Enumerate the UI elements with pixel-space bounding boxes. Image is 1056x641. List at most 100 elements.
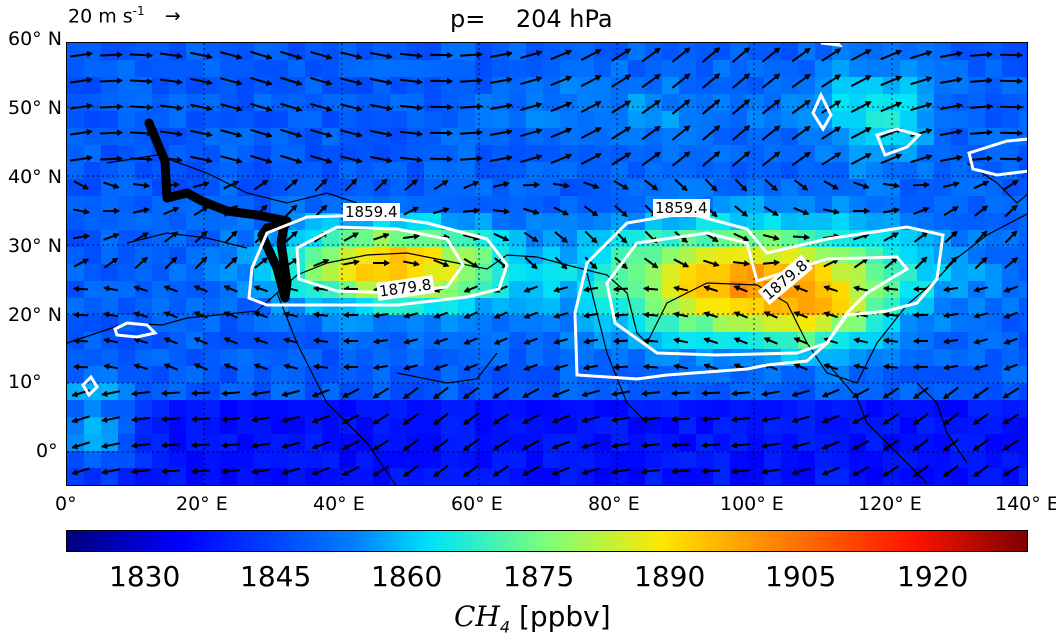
field-cell [339, 366, 356, 383]
field-cell [832, 213, 849, 230]
field-cell [441, 230, 458, 247]
field-cell [781, 111, 798, 128]
wind-vector-head [193, 337, 201, 344]
field-cell [322, 162, 339, 179]
field-cell [475, 332, 492, 349]
wind-vector-head [133, 285, 140, 292]
wind-vector-head [116, 129, 124, 136]
wind-vector-head [791, 417, 798, 424]
field-cell [985, 332, 1002, 349]
wind-vector-head [892, 232, 899, 239]
field-cell [628, 298, 645, 315]
field-cell [900, 77, 917, 94]
field-cell [305, 94, 322, 111]
wind-vector-head [402, 392, 410, 399]
field-cell [764, 400, 781, 417]
field-cell [883, 213, 900, 230]
field-cell [611, 43, 628, 60]
field-cell [407, 349, 424, 366]
field-cell [339, 111, 356, 128]
field-cell [339, 485, 356, 486]
field-cell [560, 111, 577, 128]
field-cell [866, 451, 883, 468]
field-cell [509, 281, 526, 298]
field-cell [968, 451, 985, 468]
wind-vector-head [265, 53, 273, 60]
field-cell [67, 383, 84, 400]
wind-vector-head [565, 49, 573, 56]
wind-vector-head [533, 208, 540, 216]
field-cell [628, 43, 645, 60]
field-cell [900, 230, 917, 247]
field-cell [713, 298, 730, 315]
wind-vector-head [956, 50, 963, 58]
field-cell [356, 485, 373, 486]
field-cell [1019, 213, 1027, 230]
wind-vector-head [462, 418, 470, 425]
field-cell [849, 400, 866, 417]
field-cell [526, 451, 543, 468]
wind-vector-head [206, 157, 213, 164]
wind-vector-head [295, 157, 303, 164]
field-cell [356, 77, 373, 94]
wind-vector-head [801, 184, 809, 191]
wind-vector-head [143, 182, 150, 189]
field-cell [288, 162, 305, 179]
field-cell [390, 383, 407, 400]
field-cell [526, 111, 543, 128]
wind-vector-head [342, 363, 349, 371]
field-cell [237, 230, 254, 247]
field-cell [1019, 196, 1027, 213]
field-cell [577, 247, 594, 264]
wind-vector-head [700, 389, 708, 397]
field-cell [67, 162, 84, 179]
field-cell [492, 485, 509, 486]
field-cell [67, 77, 84, 94]
field-cell [679, 315, 696, 332]
wind-vector-head [523, 286, 531, 293]
field-cell [424, 247, 441, 264]
field-cell [407, 315, 424, 332]
field-cell [203, 77, 220, 94]
field-cell [373, 315, 390, 332]
field-cell [101, 77, 118, 94]
field-cell [203, 179, 220, 196]
wind-vector-head [291, 230, 298, 238]
field-cell [628, 417, 645, 434]
wind-vector-head [832, 183, 839, 190]
field-cell [441, 145, 458, 162]
wind-vector-head [895, 101, 903, 108]
wind-vector-head [943, 392, 950, 400]
wind-vector-head [611, 468, 618, 475]
field-cell [458, 196, 475, 213]
wind-vector-head [131, 468, 138, 475]
field-cell [764, 230, 781, 247]
field-cell [339, 43, 356, 60]
field-cell [985, 111, 1002, 128]
field-cell [1019, 230, 1027, 247]
wind-vector-head [190, 415, 198, 423]
wind-vector-head [342, 469, 349, 476]
field-cell [866, 400, 883, 417]
wind-vector-head [943, 364, 950, 371]
field-cell [645, 434, 662, 451]
field-cell [730, 434, 747, 451]
wind-vector-head [883, 285, 890, 292]
field-cell [951, 281, 968, 298]
field-cell [985, 247, 1002, 264]
wind-vector-head [463, 364, 471, 371]
wind-vector-head [402, 470, 410, 477]
field-cell [203, 111, 220, 128]
wind-vector-head [111, 257, 119, 264]
wind-vector-head [743, 73, 751, 80]
field-cell [220, 400, 237, 417]
field-cell [186, 298, 203, 315]
field-cell [934, 451, 951, 468]
field-cell [866, 485, 883, 486]
field-cell [577, 485, 594, 486]
field-cell [696, 315, 713, 332]
field-cell [866, 43, 883, 60]
field-cell [509, 196, 526, 213]
wind-vector-head [223, 363, 231, 370]
wind-vector-head [943, 338, 950, 345]
